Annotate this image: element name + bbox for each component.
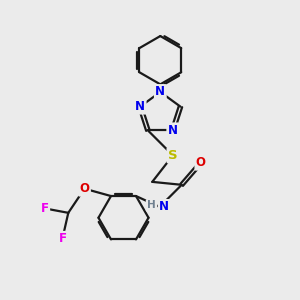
Text: N: N <box>159 200 169 213</box>
Text: S: S <box>168 149 178 162</box>
Text: O: O <box>196 156 206 169</box>
Text: N: N <box>155 85 165 98</box>
Text: N: N <box>168 124 178 137</box>
Text: H: H <box>147 200 156 210</box>
Text: F: F <box>58 232 66 245</box>
Text: N: N <box>135 100 145 113</box>
Text: O: O <box>80 182 89 195</box>
Text: F: F <box>41 202 49 215</box>
